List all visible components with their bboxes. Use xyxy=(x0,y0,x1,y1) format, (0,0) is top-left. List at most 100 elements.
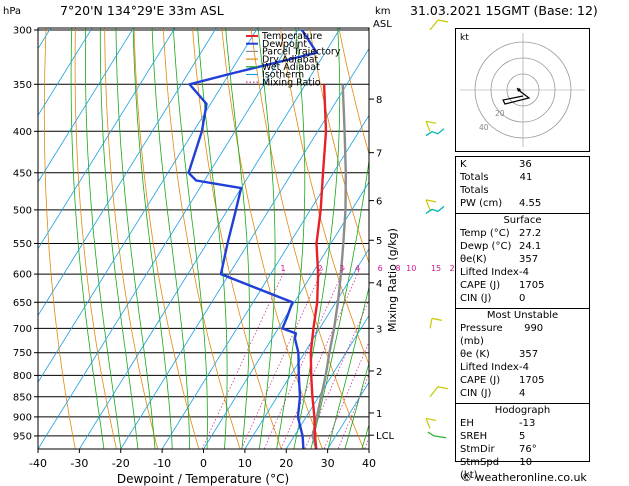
pressure-tick-label: 300 xyxy=(13,26,32,37)
dry-adiabat-line xyxy=(43,28,76,449)
hodograph-panel: kt 20 40 xyxy=(455,28,590,152)
dry-adiabat-line xyxy=(74,28,117,449)
most-unstable-title: Most Unstable xyxy=(486,310,559,321)
temperature-tick-label: -30 xyxy=(70,457,88,470)
isotherm-line xyxy=(38,28,300,449)
isotherm-line xyxy=(120,47,369,449)
mixing-ratio-label: 1 xyxy=(280,264,285,273)
wet-adiabat-line xyxy=(310,158,369,449)
indices-panel: K 36 Totals Totals 41 PW (cm) 4.55 Surface … xyxy=(455,156,590,481)
wind-barb-flag xyxy=(425,417,437,422)
mixing-ratio-line xyxy=(304,299,369,449)
pressure-tick-label: 350 xyxy=(13,80,32,91)
wind-barb-staff xyxy=(425,418,431,429)
legend-label: Dry Adiabat xyxy=(262,54,319,65)
altitude-tick-label: 3 xyxy=(376,324,382,335)
surface-temp: Temp (°C) 27.2 xyxy=(460,228,542,239)
wind-barb-flag xyxy=(425,199,437,203)
mixing-ratio-label: 15 xyxy=(431,264,441,273)
mixing-ratio-label: 20 xyxy=(450,264,460,273)
hodo-eh: EH -13 xyxy=(460,418,536,429)
hodograph-title: Hodograph xyxy=(494,405,551,416)
surface-title: Surface xyxy=(503,215,542,226)
wet-adiabat-line xyxy=(115,28,156,449)
wind-barb xyxy=(429,386,449,398)
surface-cape: CAPE (J) 1705 xyxy=(460,280,545,291)
legend-label: Isotherm xyxy=(262,70,304,81)
mixing-ratio-line xyxy=(364,436,369,449)
isotherm-line xyxy=(203,181,369,449)
isotherm-line xyxy=(285,314,369,449)
mu-lifted-index: Lifted Index -4 xyxy=(460,362,529,373)
hodograph-ring-label: 40 xyxy=(479,123,489,132)
temperature-tick-label: 0 xyxy=(200,457,207,470)
wet-adiabat-line xyxy=(276,28,306,449)
wind-barb-flag xyxy=(437,19,449,23)
altitude-tick-label: 4 xyxy=(376,279,382,290)
wet-adiabat-line xyxy=(70,28,105,449)
mu-cape: CAPE (J) 1705 xyxy=(460,375,545,386)
isotherm-line xyxy=(78,28,341,449)
isotherm-line xyxy=(161,114,369,449)
altitude-tick-label: 6 xyxy=(376,197,382,208)
hodograph-kt-label: kt xyxy=(460,33,469,43)
surface-theta-e: θe(K) 357 xyxy=(460,254,539,265)
mixing-ratio-line xyxy=(323,341,369,449)
mixing-ratio-label: 2 xyxy=(318,264,323,273)
mu-pressure: Pressure (mb) 990 xyxy=(460,323,544,347)
dry-adiabat-line xyxy=(133,28,200,449)
temperature-tick-label: -40 xyxy=(29,457,47,470)
pressure-tick-label: 600 xyxy=(13,270,32,281)
wind-barb-staff xyxy=(429,318,433,329)
legend-label: Wet Adiabat xyxy=(262,62,320,73)
wet-adiabat-line xyxy=(85,28,122,449)
temperature-tick-label: 10 xyxy=(238,457,252,470)
temperature-line xyxy=(309,84,328,449)
hodograph-ring-label: 20 xyxy=(495,109,505,118)
hodo-stmspd: StmSpd (kt) 10 xyxy=(460,457,533,481)
pressure-tick-label: 750 xyxy=(13,348,32,359)
mixing-ratio-line xyxy=(280,268,361,449)
wet-adiabat-line xyxy=(172,28,208,449)
asl-label: ASL xyxy=(373,19,392,30)
wind-barb-staff xyxy=(425,121,431,132)
index-k: K 36 xyxy=(460,159,532,170)
hodograph: kt 20 40 xyxy=(460,33,585,147)
wind-barb-flag xyxy=(437,386,449,390)
temperature-tick-label: 40 xyxy=(362,457,376,470)
mu-cin: CIN (J) 4 xyxy=(460,388,526,399)
pressure-tick-label: 850 xyxy=(13,392,32,403)
most-unstable-section: Most Unstable Pressure (mb) 990 θe (K) 357… xyxy=(456,309,589,400)
legend-label: Temperature xyxy=(261,31,322,42)
mixing-ratio-axis-title: Mixing Ratio (g/kg) xyxy=(386,228,399,332)
hodograph-indices-section: Hodograph EH -13 SREH 5 StmDir 76° StmSpd (… xyxy=(456,404,589,482)
surface-dewp: Dewp (°C) 24.1 xyxy=(460,241,542,252)
wet-adiabat-line xyxy=(344,361,369,449)
altitude-tick-label: 8 xyxy=(376,95,382,106)
pressure-tick-label: 450 xyxy=(13,168,32,179)
pressure-tick-label: 550 xyxy=(13,239,32,250)
wet-adiabat-line xyxy=(225,28,250,449)
wind-barb xyxy=(429,19,449,31)
altitude-tick-label: 5 xyxy=(376,236,382,247)
isotherm-line xyxy=(327,381,369,449)
wind-barb xyxy=(425,199,437,211)
pressure-tick-label: 700 xyxy=(13,324,32,335)
isotherm-line xyxy=(38,28,217,317)
wind-barb xyxy=(425,128,445,137)
mixing-ratio-line xyxy=(337,373,369,449)
hodo-sreh: SREH 5 xyxy=(460,431,526,442)
temperature-tick-label: -10 xyxy=(153,457,171,470)
wet-adiabat-line xyxy=(151,28,191,449)
altitude-tick-label: 2 xyxy=(376,367,382,378)
dry-adiabat-line xyxy=(192,28,282,449)
mixing-ratio-line xyxy=(263,268,345,449)
hodo-stmdir: StmDir 76° xyxy=(460,444,537,455)
isotherm-line xyxy=(244,248,369,449)
pressure-tick-label: 500 xyxy=(13,205,32,216)
wind-barb xyxy=(429,317,443,329)
mixing-ratio-label: 8 xyxy=(395,264,400,273)
wet-adiabat-line xyxy=(257,28,276,449)
altitude-tick-label: LCL xyxy=(376,431,395,442)
mixing-ratio-label: 4 xyxy=(355,264,360,273)
